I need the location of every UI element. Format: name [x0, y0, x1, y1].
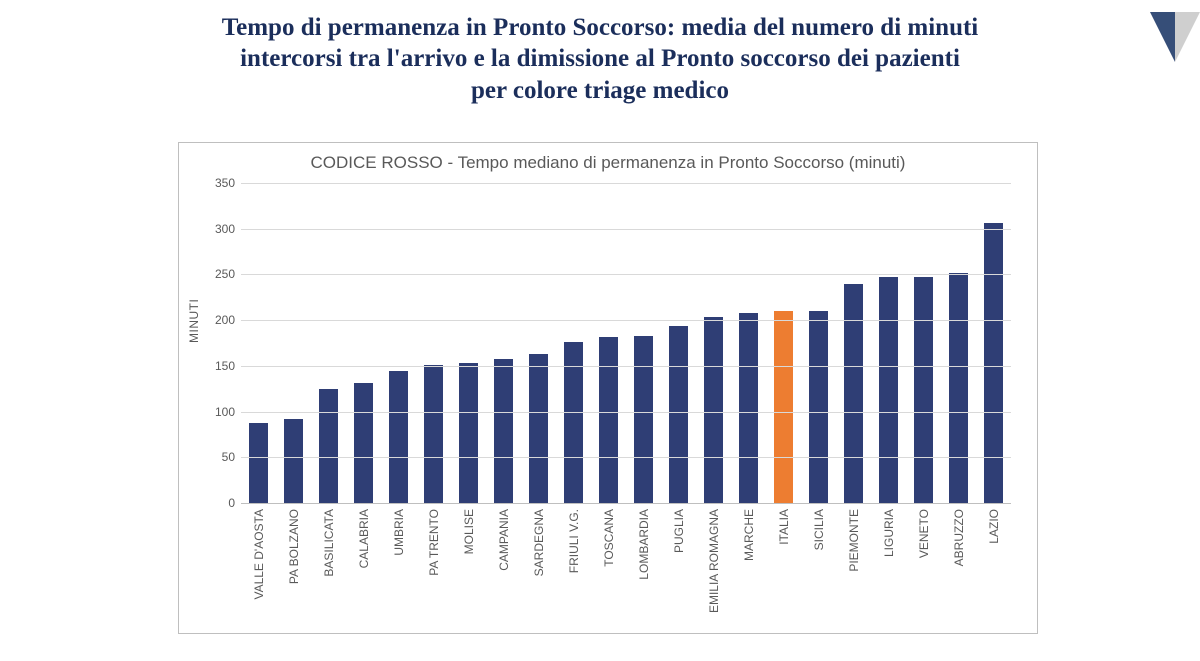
y-axis-title: MINUTI	[187, 299, 201, 343]
x-tick-label: PUGLIA	[672, 509, 686, 553]
x-tick-label: PA BOLZANO	[287, 509, 301, 584]
x-tick-label: ABRUZZO	[952, 509, 966, 566]
y-tick-label: 100	[201, 405, 235, 419]
x-tick-label: PA TRENTO	[427, 509, 441, 576]
bar	[809, 311, 828, 503]
bar	[704, 317, 723, 503]
x-tick-label: VENETO	[917, 509, 931, 558]
page-title: Tempo di permanenza in Pronto Soccorso: …	[70, 12, 1130, 106]
bar	[319, 389, 338, 503]
y-tick-label: 300	[201, 222, 235, 236]
x-tick-label: CAMPANIA	[497, 509, 511, 571]
bar	[424, 365, 443, 503]
bar	[389, 371, 408, 503]
grid-line	[241, 274, 1011, 275]
bar	[494, 359, 513, 503]
x-tick-label: LAZIO	[987, 509, 1001, 544]
x-tick-label: PIEMONTE	[847, 509, 861, 572]
bar	[774, 311, 793, 503]
x-axis-labels: VALLE D'AOSTA PA BOLZANO BASILICATA CALABRI…	[241, 503, 1011, 623]
x-tick-label: LIGURIA	[882, 509, 896, 557]
bar	[739, 313, 758, 503]
bar	[459, 363, 478, 503]
grid-line	[241, 320, 1011, 321]
grid-line	[241, 183, 1011, 184]
bar	[914, 277, 933, 503]
x-tick-label: VALLE D'AOSTA	[252, 509, 266, 600]
bar	[529, 354, 548, 503]
grid-line	[241, 229, 1011, 230]
x-tick-label: EMILIA ROMAGNA	[707, 509, 721, 613]
bar	[844, 284, 863, 503]
bar	[949, 273, 968, 503]
y-tick-label: 0	[201, 496, 235, 510]
x-tick-label: BASILICATA	[322, 509, 336, 577]
grid-line	[241, 457, 1011, 458]
bar	[879, 277, 898, 503]
title-line-2: intercorsi tra l'arrivo e la dimissione …	[70, 43, 1130, 74]
y-tick-label: 350	[201, 176, 235, 190]
bar	[599, 337, 618, 503]
title-line-3: per colore triage medico	[70, 75, 1130, 106]
y-tick-label: 200	[201, 313, 235, 327]
chart-title: CODICE ROSSO - Tempo mediano di permanen…	[179, 153, 1037, 173]
x-tick-label: TOSCANA	[602, 509, 616, 567]
x-tick-label: FRIULI V.G.	[567, 509, 581, 573]
page: Tempo di permanenza in Pronto Soccorso: …	[0, 12, 1200, 661]
grid-line	[241, 366, 1011, 367]
grid-line	[241, 412, 1011, 413]
x-tick-label: UMBRIA	[392, 509, 406, 556]
page-corner-decoration	[1150, 12, 1200, 72]
x-tick-label: SICILIA	[812, 509, 826, 550]
title-line-1: Tempo di permanenza in Pronto Soccorso: …	[70, 12, 1130, 43]
x-tick-label: SARDEGNA	[532, 509, 546, 576]
x-tick-label: LOMBARDIA	[637, 509, 651, 580]
y-tick-label: 250	[201, 267, 235, 281]
x-tick-label: ITALIA	[777, 509, 791, 545]
plot-area: 050100150200250300350	[241, 183, 1011, 503]
x-tick-label: MARCHE	[742, 509, 756, 561]
chart-container: CODICE ROSSO - Tempo mediano di permanen…	[178, 142, 1038, 634]
x-tick-label: MOLISE	[462, 509, 476, 554]
y-tick-label: 150	[201, 359, 235, 373]
x-tick-label: CALABRIA	[357, 509, 371, 568]
bars-group	[241, 183, 1011, 503]
bar	[634, 336, 653, 503]
bar	[354, 383, 373, 503]
bar	[669, 326, 688, 503]
bar	[984, 223, 1003, 503]
bar	[284, 419, 303, 503]
bar	[249, 423, 268, 503]
y-tick-label: 50	[201, 450, 235, 464]
